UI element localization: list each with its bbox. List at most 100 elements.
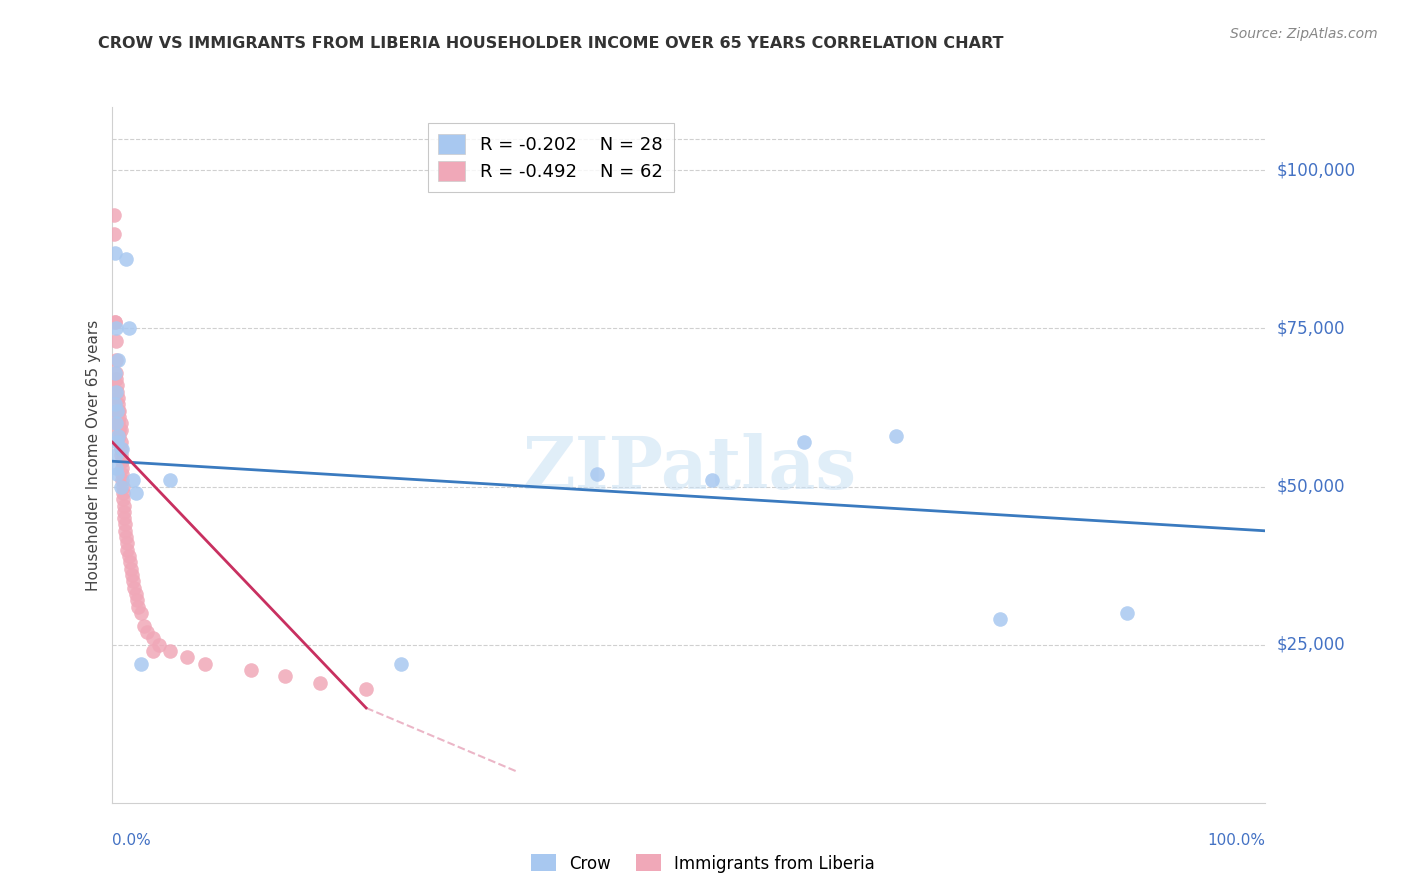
Text: CROW VS IMMIGRANTS FROM LIBERIA HOUSEHOLDER INCOME OVER 65 YEARS CORRELATION CHA: CROW VS IMMIGRANTS FROM LIBERIA HOUSEHOL… [98,36,1004,51]
Y-axis label: Householder Income Over 65 years: Householder Income Over 65 years [86,319,101,591]
Point [148,638,170,652]
Legend: R = -0.202    N = 28, R = -0.492    N = 62: R = -0.202 N = 28, R = -0.492 N = 62 [427,123,673,192]
Point [111,454,134,468]
Point [115,252,138,266]
Point [104,366,127,380]
Point [110,423,132,437]
Point [107,397,129,411]
Point [105,435,128,450]
Point [115,530,138,544]
Point [122,473,145,487]
Point [142,644,165,658]
Point [111,486,134,500]
Point [105,378,128,392]
Point [114,517,136,532]
Point [176,650,198,665]
Point [112,499,135,513]
Point [114,524,136,538]
Point [105,403,128,417]
Point [110,417,132,431]
Point [105,384,128,399]
Point [104,460,127,475]
Text: 100.0%: 100.0% [1208,833,1265,848]
Point [112,511,135,525]
Point [132,618,155,632]
Point [274,669,297,683]
Point [700,473,723,487]
Point [104,366,127,380]
Point [103,208,125,222]
Point [104,372,127,386]
Point [117,542,139,557]
Point [988,612,1011,626]
Point [104,448,127,462]
Point [129,606,153,620]
Point [117,549,139,563]
Point [105,403,128,417]
Point [104,417,127,431]
Point [194,657,217,671]
Point [120,562,142,576]
Text: $75,000: $75,000 [1277,319,1346,337]
Point [389,657,412,671]
Point [107,391,129,405]
Point [354,681,377,696]
Text: $100,000: $100,000 [1277,161,1355,179]
Point [104,397,127,411]
Point [107,417,129,431]
Text: $50,000: $50,000 [1277,477,1346,496]
Point [104,384,127,399]
Point [111,479,134,493]
Point [124,581,146,595]
Point [105,417,128,431]
Point [159,644,181,658]
Point [111,492,134,507]
Point [886,429,908,443]
Point [107,403,129,417]
Point [136,625,159,640]
Point [793,435,815,450]
Point [104,315,127,329]
Point [104,334,127,348]
Point [585,467,607,481]
Point [108,429,131,443]
Point [111,442,134,456]
Point [111,473,134,487]
Legend: Crow, Immigrants from Liberia: Crow, Immigrants from Liberia [524,847,882,880]
Point [107,429,129,443]
Point [104,321,127,335]
Point [117,536,139,550]
Point [111,460,134,475]
Point [108,423,131,437]
Point [111,467,134,481]
Point [110,448,132,462]
Point [129,657,153,671]
Point [104,353,127,368]
Point [127,599,149,614]
Point [239,663,262,677]
Point [122,574,145,589]
Point [124,486,146,500]
Text: 0.0%: 0.0% [112,833,152,848]
Point [108,403,131,417]
Point [142,632,165,646]
Point [309,675,332,690]
Point [103,227,125,241]
Point [104,315,127,329]
Point [121,568,143,582]
Point [110,442,132,456]
Point [117,321,139,335]
Text: Source: ZipAtlas.com: Source: ZipAtlas.com [1230,27,1378,41]
Point [107,353,129,368]
Point [105,467,128,481]
Point [1116,606,1139,620]
Point [110,435,132,450]
Point [104,245,127,260]
Point [110,479,132,493]
Text: ZIPatlas: ZIPatlas [522,434,856,504]
Point [108,409,131,424]
Point [159,473,181,487]
Text: $25,000: $25,000 [1277,636,1346,654]
Point [112,505,135,519]
Point [125,593,148,607]
